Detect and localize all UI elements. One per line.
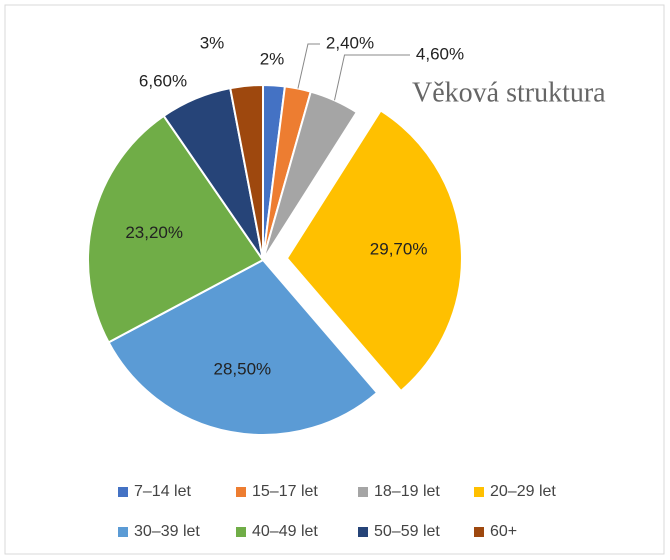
pie-slice — [87, 114, 265, 344]
leader-line — [334, 54, 410, 101]
data-label: 2% — [260, 49, 285, 68]
legend-label: 18–19 let — [374, 483, 440, 500]
pie-slice — [107, 258, 379, 436]
pie-slice — [262, 90, 359, 261]
legend-label: 60+ — [490, 523, 517, 540]
data-label: 3% — [200, 33, 225, 52]
data-label: 4,60% — [416, 44, 464, 63]
legend-label: 7–14 let — [134, 483, 191, 500]
leader-line — [297, 43, 320, 89]
legend-swatch — [358, 487, 368, 497]
legend-swatch — [474, 487, 484, 497]
legend-label: 50–59 let — [374, 523, 440, 540]
data-label: 29,70% — [370, 240, 428, 259]
data-label: 2,40% — [326, 33, 374, 52]
legend-label: 15–17 let — [252, 483, 318, 500]
pie-slice — [229, 83, 264, 261]
pie-slice — [285, 109, 463, 393]
data-label: 28,50% — [214, 360, 272, 379]
legend-swatch — [474, 527, 484, 537]
legend-swatch — [118, 527, 128, 537]
legend-label: 40–49 let — [252, 523, 318, 540]
legend-swatch — [118, 487, 128, 497]
data-label: 23,20% — [125, 223, 183, 242]
legend-swatch — [236, 527, 246, 537]
legend-label: 20–29 let — [490, 483, 556, 500]
data-label: 6,60% — [139, 71, 187, 90]
legend-label: 30–39 let — [134, 523, 200, 540]
chart-title: Věková struktura — [412, 77, 606, 108]
legend-swatch — [358, 527, 368, 537]
legend-swatch — [236, 487, 246, 497]
pie — [87, 83, 463, 436]
